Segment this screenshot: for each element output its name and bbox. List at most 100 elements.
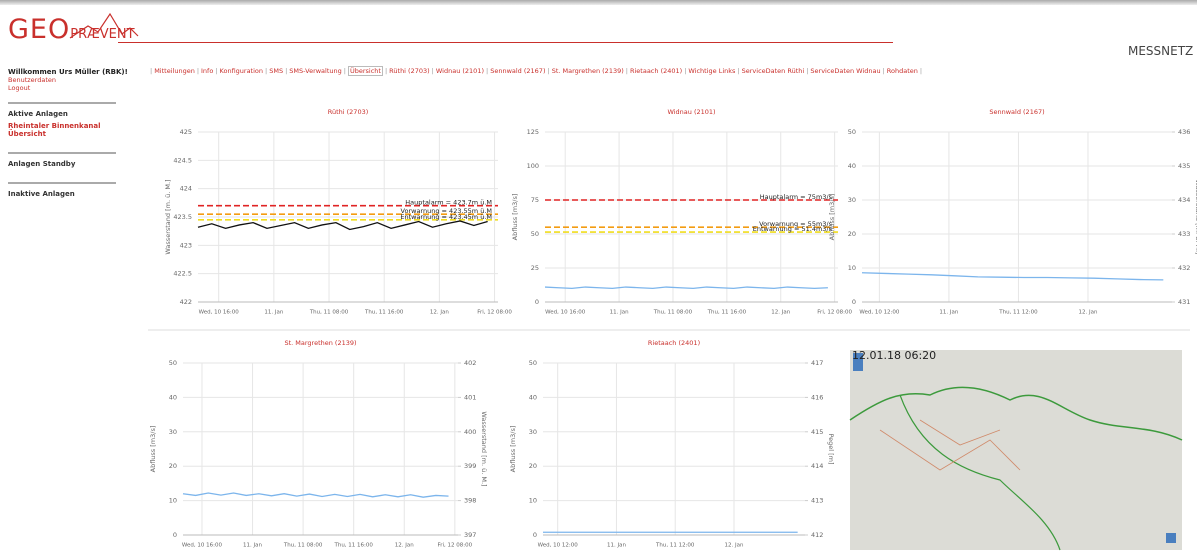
y-tick-label: 0: [535, 298, 539, 306]
y-tick-label: 100: [527, 162, 539, 170]
y2-tick-label: 413: [811, 497, 823, 505]
x-tick-label: 12. Jan: [724, 543, 743, 549]
x-tick-label: Thu, 11 16:00: [364, 310, 404, 316]
y2-tick-label: 402: [464, 359, 476, 367]
x-tick-label: 12. Jan: [771, 310, 790, 316]
y-tick-label: 50: [531, 230, 539, 238]
y-tick-label: 40: [169, 393, 177, 401]
x-tick-label: Wed, 10 16:00: [182, 543, 223, 549]
map-bg: [850, 350, 1182, 550]
threshold-label: Hauptalarm = 75m3/s: [760, 193, 833, 201]
chart-title: St. Margrethen (2139): [284, 339, 356, 347]
y-tick-label: 75: [531, 196, 539, 204]
x-tick-label: Fri, 12 08:00: [817, 310, 852, 316]
info-button[interactable]: [1166, 533, 1176, 543]
series-line: [198, 221, 488, 230]
y-tick-label: 10: [529, 497, 537, 505]
y2-tick-label: 435: [1178, 162, 1190, 170]
x-tick-label: 11. Jan: [243, 543, 262, 549]
series-line: [183, 493, 449, 497]
y-tick-label: 50: [848, 128, 856, 136]
y2-tick-label: 400: [464, 428, 476, 436]
threshold-label: Entwarnung = 423.45m ü.M: [400, 213, 492, 221]
chart-title: Rietaach (2401): [648, 339, 700, 347]
y-tick-label: 30: [848, 196, 856, 204]
y2-tick-label: 436: [1178, 128, 1190, 136]
y2-tick-label: 416: [811, 393, 823, 401]
chart-title: Widnau (2101): [667, 108, 715, 116]
y-axis-label: Abfluss [m3/s]: [149, 426, 157, 473]
x-tick-label: 11. Jan: [610, 310, 629, 316]
y-tick-label: 20: [169, 462, 177, 470]
y-tick-label: 50: [529, 359, 537, 367]
chart: Rietaach (2401) 0 10 20 30 40 50 Wed, 10 12:00 1…: [509, 339, 835, 549]
threshold-label: Hauptalarm = 423.7m ü.M: [405, 199, 492, 207]
y-tick-label: 423: [180, 241, 192, 249]
y-tick-label: 425: [180, 128, 192, 136]
y-tick-label: 20: [529, 462, 537, 470]
y-axis-label: Abfluss [m3/s]: [509, 426, 517, 473]
chart: Sennwald (2167) 0 10 20 30 40 50 Wed, 10 12:00 1…: [828, 108, 1197, 316]
chart: Widnau (2101) 0 25 50 75 100 125 Wed, 10 16:00 1…: [511, 108, 852, 316]
x-tick-label: Wed, 10 12:00: [538, 543, 579, 549]
chart: Rüthi (2703) 422 422.5 423 423.5 424 424.5 425 W…: [164, 108, 512, 316]
x-tick-label: Thu, 11 08:00: [309, 310, 349, 316]
y2-tick-label: 414: [811, 462, 823, 470]
y-tick-label: 424: [180, 185, 192, 193]
series-line: [545, 287, 828, 288]
x-tick-label: Thu, 11 08:00: [653, 310, 693, 316]
y-axis-label: Wasserstand [m. ü. M.]: [164, 179, 172, 254]
x-tick-label: Fri, 12 08:00: [438, 543, 473, 549]
x-tick-label: Wed, 10 16:00: [545, 310, 586, 316]
y2-tick-label: 398: [464, 497, 476, 505]
y2-tick-label: 432: [1178, 264, 1190, 272]
charts: 12.01.18 06:20 Rüthi (2703) 422 422.5 423 42…: [0, 0, 1197, 560]
y2-tick-label: 431: [1178, 298, 1190, 306]
map[interactable]: 12.01.18 06:20: [850, 349, 1182, 550]
chart: St. Margrethen (2139)01020304050Wed, 10 …: [149, 339, 488, 549]
y-tick-label: 50: [169, 359, 177, 367]
y-axis-label: Abfluss [m3/s]: [828, 194, 836, 241]
x-tick-label: Wed, 10 12:00: [859, 310, 900, 316]
x-tick-label: 11. Jan: [607, 543, 626, 549]
y-tick-label: 40: [529, 393, 537, 401]
x-tick-label: 11. Jan: [939, 310, 958, 316]
y-tick-label: 0: [852, 298, 856, 306]
y-tick-label: 424.5: [173, 156, 192, 164]
y2-tick-label: 399: [464, 462, 476, 470]
y2-axis-label: Pegel [m]: [827, 433, 835, 464]
y-tick-label: 125: [527, 128, 539, 136]
y2-tick-label: 412: [811, 531, 823, 539]
x-tick-label: 11. Jan: [264, 310, 283, 316]
page: GEOPRÆVENT MESSNETZ Willkommen Urs Mülle…: [0, 0, 1197, 560]
x-tick-label: 12. Jan: [1078, 310, 1097, 316]
y-axis-label: Abfluss [m3/s]: [511, 194, 519, 241]
y-tick-label: 25: [531, 264, 539, 272]
y-tick-label: 422.5: [173, 270, 192, 278]
map-timestamp: 12.01.18 06:20: [852, 349, 936, 362]
y-tick-label: 423.5: [173, 213, 192, 221]
y-tick-label: 30: [169, 428, 177, 436]
x-tick-label: 12. Jan: [430, 310, 449, 316]
y-tick-label: 0: [173, 531, 177, 539]
x-tick-label: Wed, 10 16:00: [199, 310, 240, 316]
y-tick-label: 20: [848, 230, 856, 238]
y-tick-label: 0: [533, 531, 537, 539]
chart-title: Rüthi (2703): [328, 108, 369, 116]
y-tick-label: 10: [848, 264, 856, 272]
y-tick-label: 40: [848, 162, 856, 170]
x-tick-label: Fri, 12 08:00: [477, 310, 512, 316]
series-line: [862, 273, 1163, 280]
y-tick-label: 30: [529, 428, 537, 436]
x-tick-label: 12. Jan: [395, 543, 414, 549]
y2-tick-label: 417: [811, 359, 823, 367]
x-tick-label: Thu, 11 12:00: [655, 543, 695, 549]
x-tick-label: Thu, 11 12:00: [998, 310, 1038, 316]
y2-tick-label: 401: [464, 393, 476, 401]
y2-tick-label: 433: [1178, 230, 1190, 238]
y2-tick-label: 434: [1178, 196, 1190, 204]
threshold-label: Entwarnung = 51.4m3/s: [753, 225, 833, 233]
chart-title: Sennwald (2167): [989, 108, 1044, 116]
y-tick-label: 422: [180, 298, 192, 306]
x-tick-label: Thu, 11 08:00: [283, 543, 323, 549]
